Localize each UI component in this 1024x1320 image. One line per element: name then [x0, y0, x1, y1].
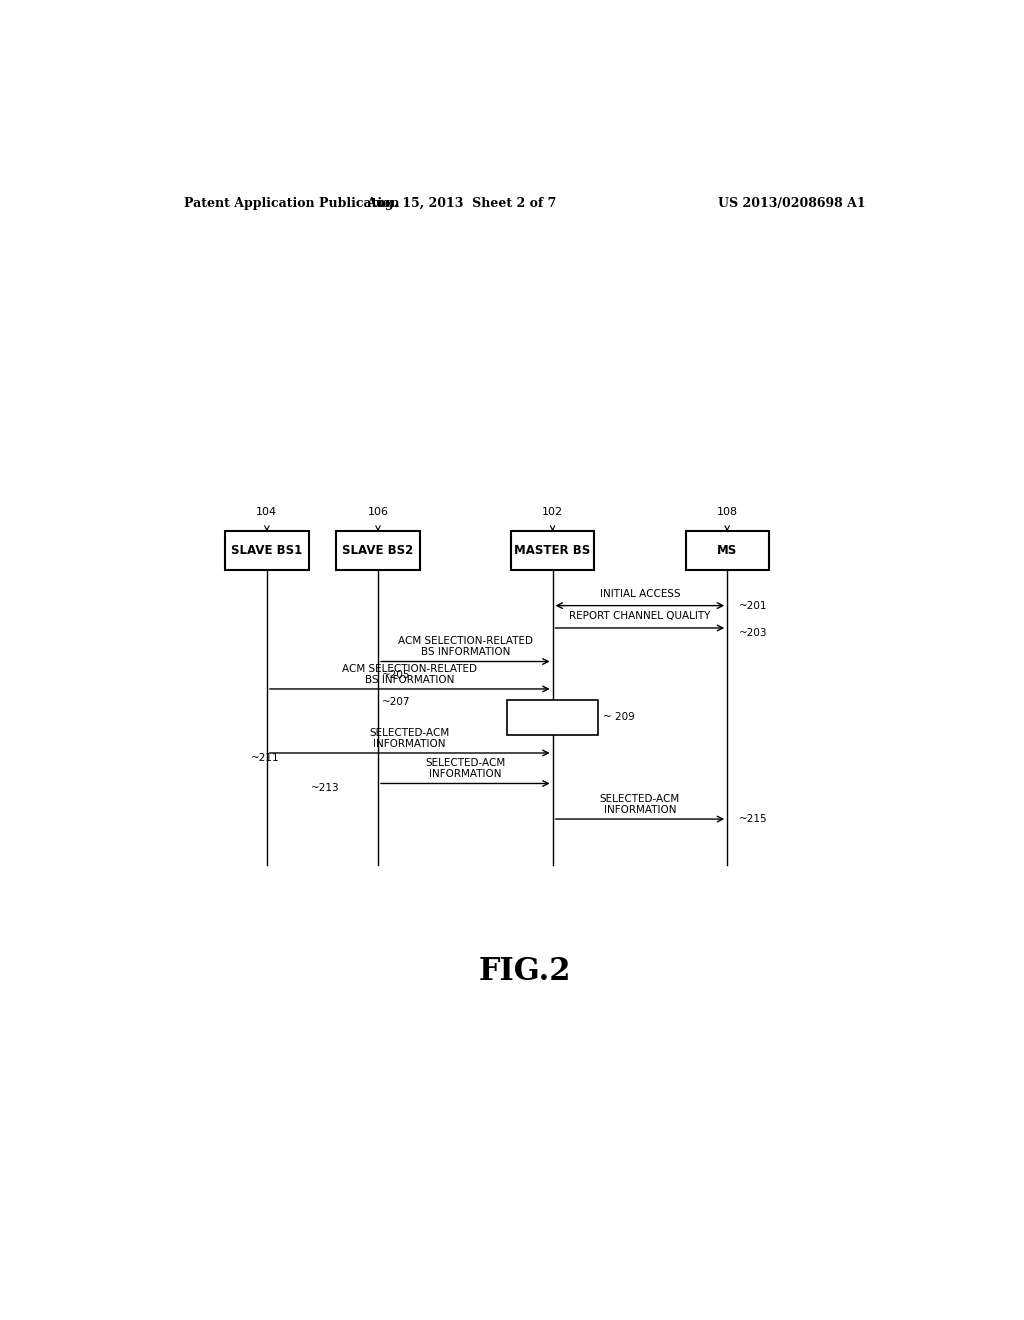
Text: ACM SELECTION-RELATED: ACM SELECTION-RELATED [397, 636, 532, 647]
Text: SLAVE BS2: SLAVE BS2 [342, 544, 414, 557]
Text: Patent Application Publication: Patent Application Publication [183, 197, 399, 210]
Text: SLAVE BS1: SLAVE BS1 [231, 544, 302, 557]
Text: ~201: ~201 [739, 601, 768, 611]
Text: INITIAL ACCESS: INITIAL ACCESS [600, 589, 680, 598]
Text: ~211: ~211 [251, 752, 280, 763]
Text: SELECTED-ACM: SELECTED-ACM [425, 758, 506, 768]
Text: INFORMATION: INFORMATION [603, 805, 676, 814]
FancyBboxPatch shape [507, 700, 598, 735]
Text: MASTER BS: MASTER BS [514, 544, 591, 557]
FancyBboxPatch shape [685, 532, 769, 570]
Text: ~205: ~205 [382, 669, 411, 680]
Text: FIG.2: FIG.2 [478, 956, 571, 987]
Text: REPORT CHANNEL QUALITY: REPORT CHANNEL QUALITY [569, 611, 711, 620]
Text: INFORMATION: INFORMATION [374, 739, 446, 748]
FancyBboxPatch shape [511, 532, 594, 570]
Text: ~207: ~207 [382, 697, 411, 708]
FancyBboxPatch shape [225, 532, 308, 570]
Text: ~ 209: ~ 209 [602, 713, 634, 722]
Text: ~203: ~203 [739, 628, 768, 638]
Text: 102: 102 [542, 507, 563, 517]
Text: ~215: ~215 [739, 814, 768, 824]
Text: SELECTED-ACM: SELECTED-ACM [370, 727, 450, 738]
Text: INFORMATION: INFORMATION [429, 770, 502, 779]
Text: BS INFORMATION: BS INFORMATION [365, 675, 455, 685]
Text: MS: MS [717, 544, 737, 557]
Text: US 2013/0208698 A1: US 2013/0208698 A1 [719, 197, 866, 210]
Text: ~213: ~213 [310, 784, 339, 793]
Text: SELECTED-ACM: SELECTED-ACM [600, 793, 680, 804]
Text: BS INFORMATION: BS INFORMATION [421, 647, 510, 657]
Text: 108: 108 [717, 507, 737, 517]
Text: Aug. 15, 2013  Sheet 2 of 7: Aug. 15, 2013 Sheet 2 of 7 [367, 197, 556, 210]
FancyBboxPatch shape [336, 532, 420, 570]
Text: ACM SELECTION-RELATED: ACM SELECTION-RELATED [342, 664, 477, 673]
Text: 104: 104 [256, 507, 278, 517]
Text: SELECT ACM: SELECT ACM [514, 713, 592, 722]
Text: 106: 106 [368, 507, 388, 517]
